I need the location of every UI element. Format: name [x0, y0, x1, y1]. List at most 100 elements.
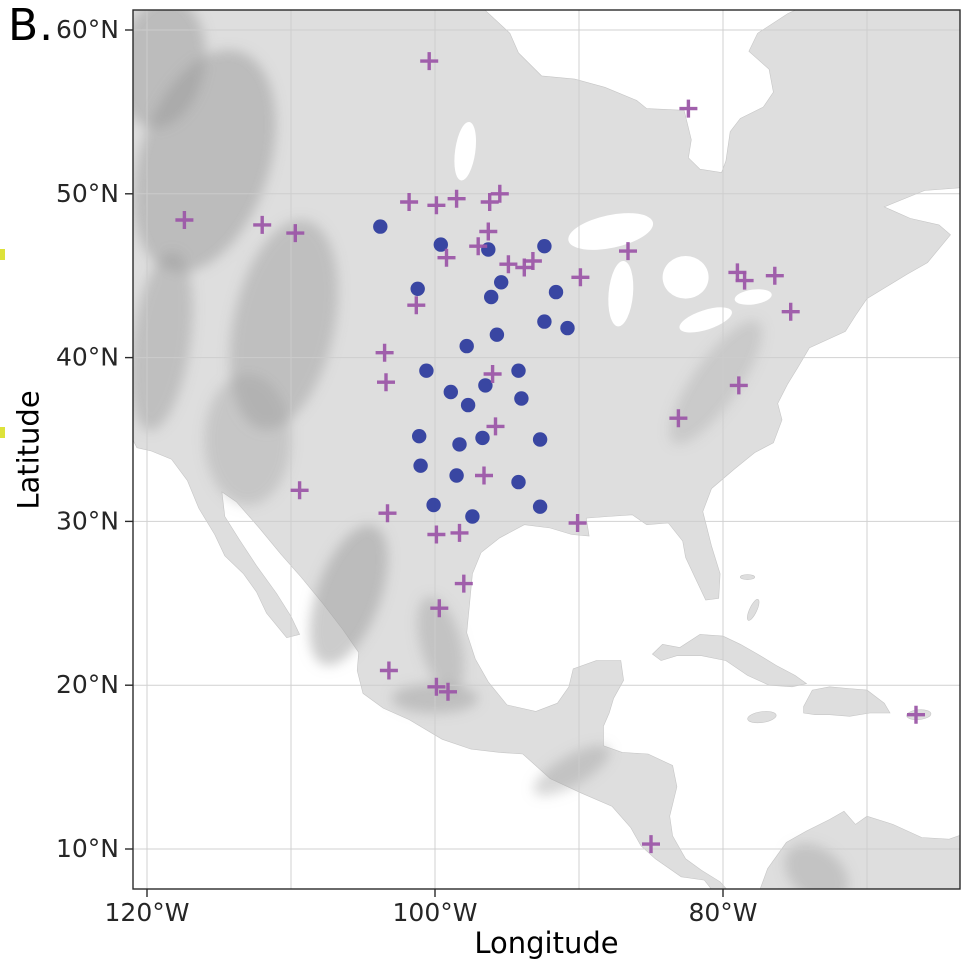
plus-marker — [669, 409, 688, 428]
plus-marker — [523, 252, 542, 270]
plus-marker — [290, 481, 309, 500]
plus-marker — [400, 193, 419, 211]
relief-shading — [533, 745, 610, 796]
plus-marker — [729, 376, 748, 395]
plus-marker — [375, 343, 394, 362]
plus-marker — [735, 271, 754, 290]
circle-marker — [514, 391, 529, 406]
plus-marker — [286, 224, 305, 243]
plus-marker — [480, 193, 499, 211]
circle-marker — [494, 275, 509, 290]
lake-ontario — [734, 289, 772, 305]
plus-marker — [571, 268, 590, 287]
island-bahamas — [739, 574, 755, 580]
circle-marker — [489, 327, 505, 342]
x-tick-label: 100°W — [393, 898, 478, 927]
lake-winnipeg — [454, 121, 477, 181]
plus-marker — [479, 222, 498, 241]
plus-marker — [427, 525, 446, 544]
circle-marker — [459, 338, 474, 354]
relief-shading — [669, 320, 763, 444]
left-edge-artifact-2 — [0, 427, 5, 438]
plus-marker — [430, 599, 449, 618]
plus-marker — [469, 237, 488, 256]
relief-shading — [417, 596, 465, 693]
circle-marker — [511, 363, 526, 378]
circle-marker — [481, 242, 496, 257]
circle-marker — [460, 397, 476, 413]
plus-marker — [437, 248, 456, 267]
circle-marker — [419, 363, 434, 378]
circle-marker — [452, 437, 467, 452]
x-axis-title: Longitude — [474, 926, 619, 960]
plus-marker — [642, 835, 660, 854]
plus-marker — [253, 215, 272, 234]
plus-marker — [490, 184, 509, 203]
lake-erie — [679, 307, 732, 333]
plus-marker — [907, 705, 925, 724]
plus-marker — [499, 255, 518, 274]
lake-huron — [662, 255, 709, 299]
circle-marker — [548, 284, 564, 300]
plus-marker — [454, 574, 473, 593]
circle-marker — [443, 384, 458, 400]
plus-marker — [379, 661, 398, 680]
lake-michigan — [608, 261, 634, 327]
x-tick-label: 120°W — [105, 898, 190, 927]
circle-marker — [426, 497, 441, 513]
relief-shading — [309, 525, 388, 666]
circle-marker — [478, 378, 493, 393]
y-tick-label: 40°N — [56, 343, 119, 372]
plus-marker — [420, 52, 439, 71]
circle-marker — [475, 430, 490, 446]
plus-marker — [175, 211, 194, 229]
circle-marker — [511, 474, 526, 490]
plus-marker — [679, 99, 698, 118]
plus-marker — [439, 682, 457, 701]
plus-marker — [568, 514, 587, 532]
lake-superior — [568, 213, 654, 250]
y-tick-label: 30°N — [56, 506, 119, 535]
circle-marker — [484, 289, 499, 305]
plus-marker — [483, 365, 502, 383]
circle-marker — [410, 281, 425, 296]
relief-shading — [204, 374, 291, 505]
circle-marker — [413, 458, 428, 473]
circle-marker — [412, 429, 427, 444]
circle-marker — [537, 314, 552, 329]
circle-marker — [560, 320, 575, 336]
plus-marker — [447, 189, 466, 208]
panel-border — [132, 9, 961, 890]
plus-marker — [486, 417, 505, 436]
plus-marker — [781, 302, 800, 321]
left-edge-artifact-1 — [0, 249, 5, 260]
plus-marker — [475, 466, 493, 485]
plus-marker — [450, 523, 469, 542]
x-tick-label: 80°W — [688, 898, 757, 927]
panel-label: B. — [8, 0, 55, 51]
y-tick-label: 60°N — [56, 15, 119, 44]
island-bahamas — [747, 599, 760, 621]
circle-marker — [465, 509, 480, 524]
circle-marker — [532, 499, 548, 514]
plus-marker — [619, 242, 637, 261]
circle-marker — [449, 468, 464, 483]
island-hispaniola — [803, 686, 891, 717]
y-tick-label: 10°N — [56, 834, 119, 863]
y-tick-label: 20°N — [56, 670, 119, 699]
circle-marker — [537, 239, 552, 254]
relief-shading — [133, 50, 276, 272]
relief-shading — [133, 251, 193, 431]
plus-marker — [427, 677, 446, 696]
circle-marker — [532, 432, 548, 447]
plus-marker — [378, 504, 397, 523]
circle-marker — [373, 219, 388, 234]
y-tick-label: 50°N — [56, 179, 119, 208]
island-jamaica — [747, 711, 777, 724]
plus-marker — [377, 373, 395, 392]
circle-marker — [433, 237, 448, 252]
island-cuba — [651, 634, 808, 688]
plus-marker — [407, 296, 426, 315]
